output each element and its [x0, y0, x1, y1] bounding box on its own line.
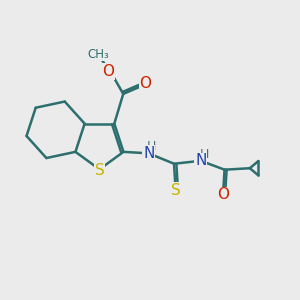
Text: S: S	[94, 163, 104, 178]
Text: O: O	[140, 76, 152, 91]
Text: S: S	[171, 183, 180, 198]
Text: H: H	[200, 148, 209, 161]
Text: H: H	[147, 140, 156, 153]
Text: CH₃: CH₃	[87, 48, 109, 61]
Text: N: N	[195, 153, 206, 168]
Text: O: O	[217, 188, 229, 202]
Text: O: O	[102, 64, 114, 79]
Text: N: N	[143, 146, 154, 161]
